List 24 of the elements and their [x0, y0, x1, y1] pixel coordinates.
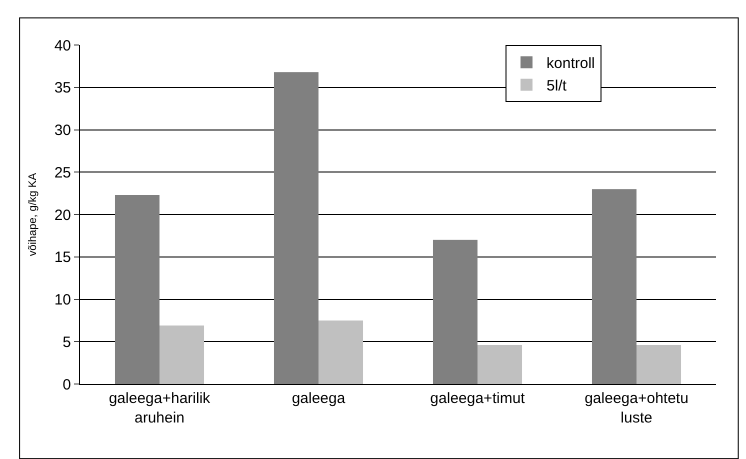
y-tick-label: 5 [62, 334, 71, 351]
bar [636, 345, 682, 384]
y-tick-label: 25 [54, 164, 71, 182]
bar [114, 195, 160, 384]
x-tick-label: galeega+harilik aruhein [108, 390, 211, 426]
x-tick-label: galeega+ohtetu luste [584, 390, 688, 426]
bar [318, 320, 364, 384]
y-tick-label: 0 [62, 376, 71, 394]
y-tick-label: 30 [54, 122, 71, 139]
y-axis-title: võihape, g/kg KA [26, 172, 39, 256]
y-tick-label: 10 [54, 292, 71, 308]
bar [592, 189, 636, 384]
y-tick-label: 15 [54, 249, 71, 266]
y-tick-label: 20 [54, 206, 71, 224]
y-tick-label: 35 [54, 80, 71, 97]
x-tick-label: galeega+timut [430, 390, 526, 407]
bar [274, 72, 318, 384]
legend-label: 5l/t [546, 78, 568, 95]
x-tick-label: galeega [292, 390, 346, 407]
bar [432, 240, 478, 384]
bar [478, 345, 522, 384]
legend-label: kontroll [546, 55, 595, 72]
y-tick-label: 40 [54, 37, 71, 54]
bar [160, 326, 204, 384]
